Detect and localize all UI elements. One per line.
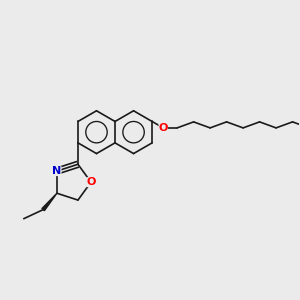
- Polygon shape: [42, 193, 57, 211]
- Text: O: O: [158, 123, 168, 133]
- Text: O: O: [86, 177, 96, 187]
- Text: N: N: [52, 166, 62, 176]
